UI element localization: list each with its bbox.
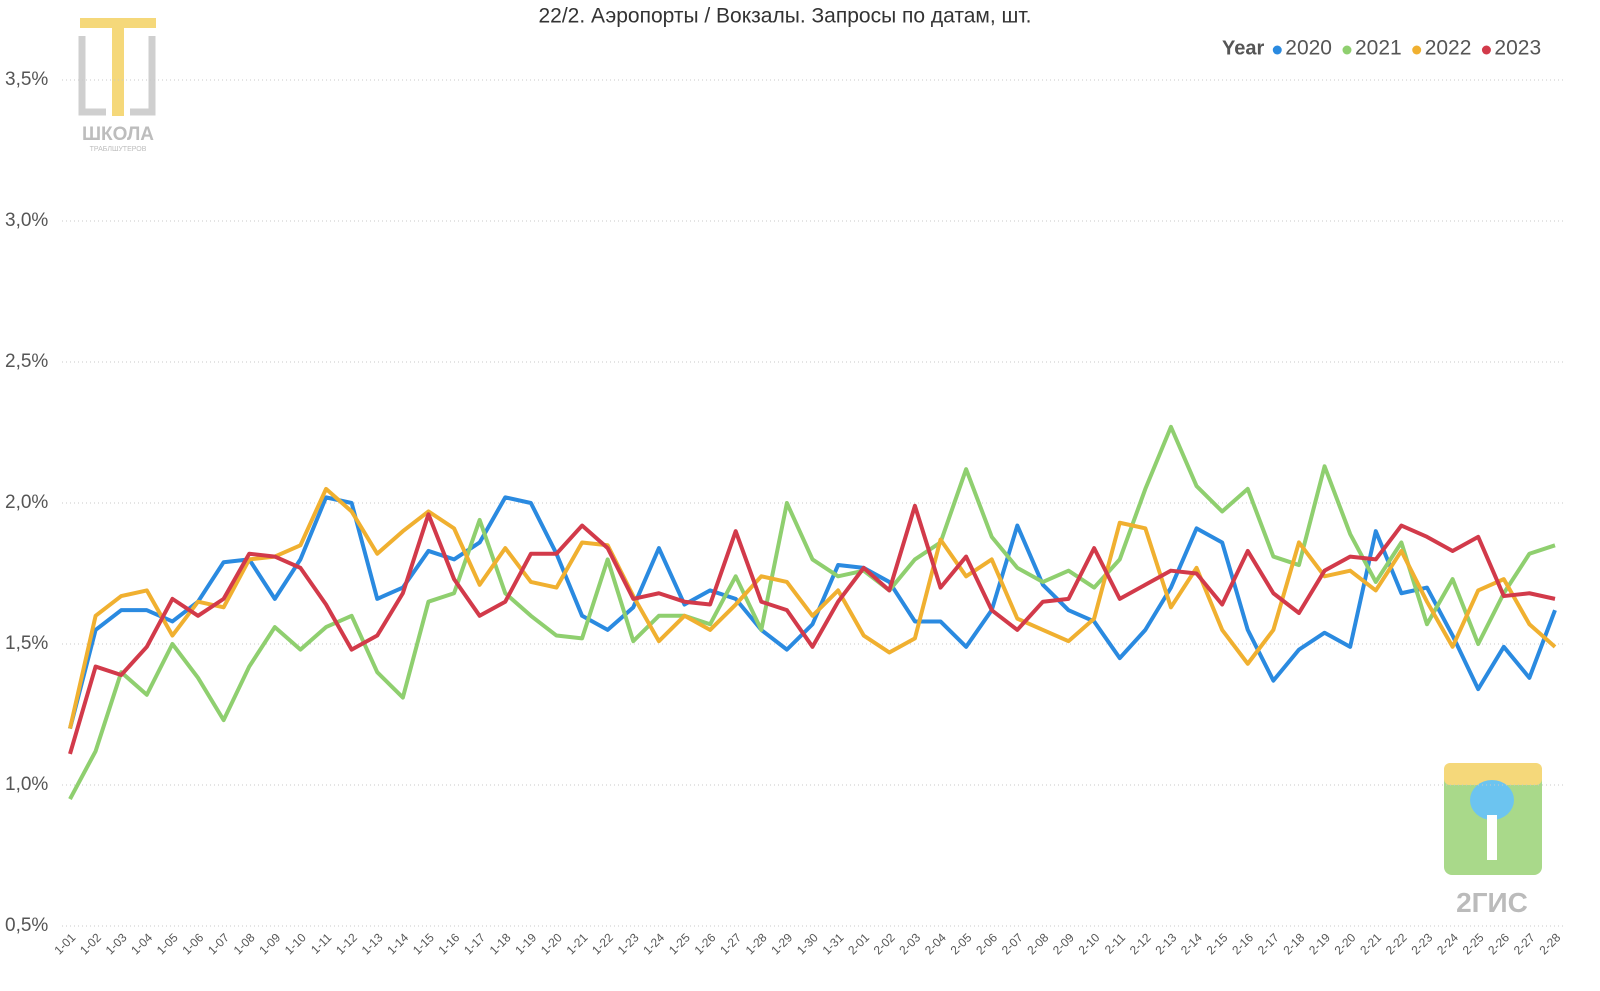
legend-marker (1342, 45, 1352, 55)
x-tick-label: 2-10 (1076, 930, 1103, 957)
x-tick-label: 1-24 (640, 930, 667, 957)
x-tick-label: 2-19 (1306, 930, 1333, 957)
y-tick-label: 2,5% (5, 351, 48, 372)
x-tick-label: 1-30 (794, 930, 821, 957)
x-tick-label: 1-08 (231, 930, 258, 957)
x-tick-label: 1-28 (743, 930, 770, 957)
legend-label: 2020 (1285, 37, 1332, 60)
x-tick-label: 2-22 (1383, 930, 1410, 957)
x-tick-label: 1-15 (410, 930, 437, 957)
x-tick-label: 1-26 (692, 930, 719, 957)
x-tick-label: 2-11 (1102, 930, 1128, 956)
series-line (68, 424, 1556, 801)
x-tick-label: 2-07 (999, 930, 1026, 957)
x-tick-label: 2-27 (1511, 930, 1538, 957)
x-tick-label: 2-16 (1229, 930, 1256, 957)
x-tick-label: 1-20 (538, 930, 565, 957)
x-tick-label: 1-25 (666, 930, 693, 957)
x-tick-label: 1-05 (154, 930, 181, 957)
x-tick-label: 1-14 (384, 930, 411, 957)
x-tick-label: 2-09 (1050, 930, 1077, 957)
x-tick-label: 2-28 (1536, 930, 1563, 957)
x-tick-label: 1-06 (179, 930, 206, 957)
x-tick-label: 2-03 (896, 930, 923, 957)
x-tick-label: 1-07 (205, 930, 232, 957)
logo-left: ШКОЛА ТРАБЛШУТЕРОВ (78, 18, 156, 153)
legend: Year 2020 2021 2022 2023 (1222, 37, 1541, 60)
legend-marker (1481, 45, 1491, 55)
x-tick-label: 1-23 (615, 930, 642, 957)
y-tick-label: 1,0% (5, 774, 48, 795)
x-tick-label: 2-20 (1332, 930, 1359, 957)
x-tick-label: 2-13 (1152, 930, 1179, 957)
x-tick-label: 1-27 (717, 930, 744, 957)
x-tick-label: 2-02 (871, 930, 898, 957)
chart-title: 22/2. Аэропорты / Вокзалы. Запросы по да… (538, 5, 1031, 28)
x-tick-label: 1-02 (77, 930, 104, 957)
series-line (68, 486, 1557, 730)
legend-marker (1272, 45, 1282, 55)
x-tick-label: 2-24 (1434, 930, 1461, 957)
y-tick-label: 3,0% (5, 210, 48, 231)
x-tick-label: 1-04 (128, 930, 155, 957)
x-tick-label: 1-12 (333, 930, 360, 957)
x-tick-label: 1-03 (103, 930, 130, 957)
legend-title: Year (1222, 37, 1264, 59)
x-tick-label: 1-01 (51, 930, 78, 957)
x-tick-label: 2-04 (922, 930, 949, 957)
y-tick-label: 0,5% (5, 915, 48, 936)
series-line (68, 495, 1557, 730)
x-tick-label: 2-26 (1485, 930, 1512, 957)
x-tick-label: 2-01 (845, 930, 872, 957)
x-tick-label: 1-31 (820, 930, 847, 957)
x-tick-label: 1-22 (589, 930, 616, 957)
x-tick-label: 1-29 (768, 930, 795, 957)
y-tick-label: 1,5% (5, 633, 48, 654)
x-tick-label: 2-05 (948, 930, 975, 957)
logo-text: ТРАБЛШУТЕРОВ (90, 146, 147, 153)
logo-text: ШКОЛА (82, 124, 154, 145)
x-tick-label: 2-15 (1204, 930, 1231, 957)
logo-right: 2ГИС (1444, 763, 1542, 918)
series-line (68, 503, 1556, 755)
legend-marker (1412, 45, 1422, 55)
x-tick-label: 1-17 (461, 930, 488, 957)
x-tick-label: 2-06 (973, 930, 1000, 957)
x-tick-label: 2-14 (1178, 930, 1205, 957)
x-tick-label: 2-17 (1255, 930, 1282, 957)
x-tick-label: 1-11 (308, 930, 334, 956)
x-tick-label: 2-18 (1280, 930, 1307, 957)
x-tick-label: 1-21 (564, 930, 591, 957)
x-tick-label: 1-09 (256, 930, 283, 957)
x-tick-label: 1-19 (512, 930, 539, 957)
x-tick-label: 2-23 (1408, 930, 1435, 957)
x-tick-label: 1-18 (487, 930, 514, 957)
x-tick-label: 2-12 (1127, 930, 1154, 957)
x-tick-label: 1-10 (282, 930, 309, 957)
y-tick-label: 3,5% (5, 69, 48, 90)
x-tick-label: 1-16 (436, 930, 463, 957)
x-tick-label: 2-08 (1024, 930, 1051, 957)
x-tick-label: 2-25 (1460, 930, 1487, 957)
x-tick-label: 2-21 (1357, 930, 1384, 957)
logo-text: 2ГИС (1456, 887, 1528, 918)
legend-label: 2021 (1355, 37, 1402, 60)
y-tick-label: 2,0% (5, 492, 48, 513)
legend-label: 2023 (1494, 37, 1541, 60)
x-tick-label: 1-13 (359, 930, 386, 957)
legend-label: 2022 (1425, 37, 1472, 60)
